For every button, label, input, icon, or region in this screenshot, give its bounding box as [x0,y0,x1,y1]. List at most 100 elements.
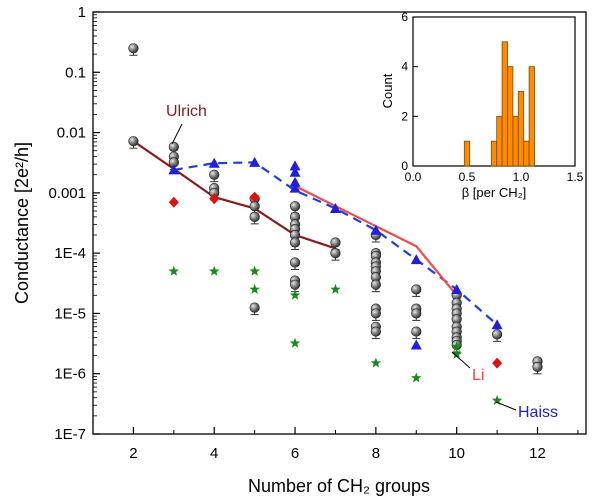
triangle-point [329,203,341,214]
histogram-bar [517,91,525,167]
histogram-bar [528,66,535,167]
inset-x-tick-label: 1.0 [513,170,530,184]
histogram-bar [490,140,498,167]
main-axis-ticks [93,11,579,435]
sphere-point [330,248,341,259]
triangle-point [410,254,422,265]
triangle-point [289,176,301,187]
diamond-point [209,193,220,205]
star-point [491,395,503,405]
histogram-bar [463,140,471,167]
star-point [411,372,422,383]
x-tick-label: 12 [529,445,546,462]
y-tick-label: 0.01 [57,125,86,142]
main-tick-labels: 2 4 6 8 10 12 1E-7 1E-6 1E-5 1E-4 0.001 0.01 0.1 1 [48,4,545,462]
sphere-point [411,284,422,295]
x-axis-title: Number of CH₂ groups [248,476,430,496]
star-point [289,337,301,348]
triangle-point [491,319,503,330]
sphere-point [370,279,381,290]
main-plot-frame [92,11,587,435]
sphere-point [249,211,260,222]
sphere-point [168,141,179,152]
inset-y-tick-label: 0 [401,159,408,173]
sphere-point [249,302,260,313]
y-tick-label: 1E-7 [54,426,86,443]
inset-y-axis-title: Count [380,73,395,108]
x-tick-label: 4 [210,445,218,462]
star-point [451,341,462,352]
star-point [168,265,180,276]
triangle-point [410,339,422,350]
sphere-point [128,136,139,147]
diamond-point [168,196,179,208]
y-tick-label: 1E-4 [54,245,86,262]
sphere-point [411,326,422,337]
sphere-point [370,326,381,337]
star-point [289,289,301,300]
y-tick-label: 0.1 [65,64,86,81]
sphere-point [532,361,543,372]
triangle-point [289,166,301,177]
star-point [249,283,260,294]
main-fit-lines [132,140,498,326]
sphere-point [491,329,503,340]
triangle-point [249,156,261,167]
triangle-point [451,283,463,294]
inset-y-tick-label: 4 [401,60,408,74]
triangle-point [168,164,180,175]
sphere-point [370,308,381,319]
inset-histogram-bars [463,41,535,167]
x-tick-label: 6 [291,445,299,462]
y-tick-label: 1 [78,4,86,21]
annotation-ulrich: Ulrich [166,103,207,120]
y-tick-label: 0.001 [48,185,86,202]
inset-x-tick-label: 0.0 [405,170,422,184]
fit-line-ulrich [132,140,336,250]
diamond-point [249,191,260,203]
annotation-haiss-leader [495,401,517,411]
y-tick-label: 1E-6 [54,366,86,383]
histogram-bar [512,115,519,167]
histogram-bar [501,41,508,167]
sphere-point [289,201,301,212]
annotation-ulrich-leader [171,123,183,145]
inset-y-tick-label: 6 [401,10,408,24]
inset-y-tick-label: 2 [401,109,408,123]
x-tick-label: 10 [448,445,465,462]
triangle-point [289,182,301,193]
inset-tick-labels: 0.0 0.5 1.0 1.5 0 2 4 6 [401,10,583,184]
sphere-point [209,169,220,180]
star-point [330,283,341,294]
x-tick-label: 2 [129,445,137,462]
sphere-point [289,237,301,248]
histogram-bar [507,66,514,167]
sphere-point [249,201,260,212]
histogram-bar [523,140,530,167]
star-point [249,265,260,276]
inset-x-axis-title: β [per CH₂] [462,185,527,200]
sphere-point [128,43,139,54]
main-data-marks [128,43,543,405]
sphere-point [330,237,341,248]
triangle-point [289,160,301,171]
triangle-point [370,224,382,235]
annotation-li: Li [472,367,484,384]
x-tick-label: 8 [372,445,380,462]
annotation-li-leader [451,351,471,369]
sphere-point [411,308,422,319]
y-tick-label: 1E-5 [54,305,86,322]
inset-x-tick-label: 1.5 [567,170,584,184]
star-point [370,357,382,368]
sphere-point [289,279,301,290]
inset-x-tick-label: 0.5 [459,170,476,184]
annotation-haiss: Haiss [518,404,558,421]
triangle-point [208,157,220,168]
star-point [451,348,462,359]
star-point [209,265,220,276]
sphere-point [289,257,301,268]
y-axis-title: Conductance [2e²/h] [12,142,32,304]
diamond-point [492,357,503,369]
histogram-bar [496,115,503,167]
